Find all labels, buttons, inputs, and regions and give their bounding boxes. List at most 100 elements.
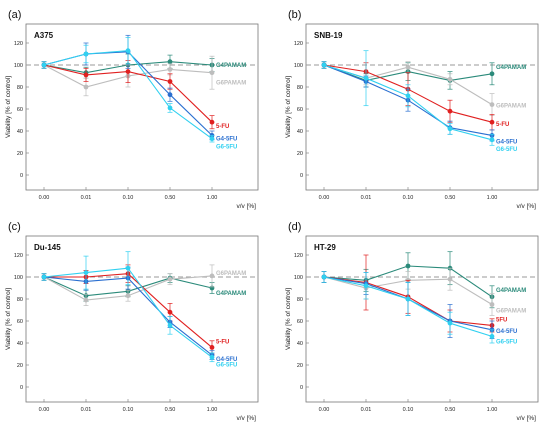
data-point [125, 293, 131, 299]
data-point [209, 119, 215, 125]
data-point [167, 92, 173, 98]
y-axis-label: Viability [% of control] [285, 76, 292, 138]
y-tick-label: 60 [297, 319, 303, 325]
series-label: G4-5FU [216, 357, 237, 363]
data-point [447, 126, 453, 132]
panel-letter: (c) [8, 221, 21, 233]
data-point [167, 105, 173, 111]
series-label: G6PAMAM [216, 271, 246, 277]
series-label: G6PAMAM [496, 309, 526, 315]
y-tick-label: 60 [17, 319, 23, 325]
x-tick-label: 0.00 [39, 195, 50, 201]
series-g6-5fu: G6-5FU [41, 251, 237, 368]
data-point [167, 79, 173, 84]
y-tick-label: 60 [297, 107, 303, 113]
plot-frame [305, 23, 539, 191]
data-point [321, 62, 327, 68]
data-point [363, 75, 369, 81]
data-point [83, 84, 89, 90]
series-g6-5fu: G6-5FU [41, 37, 237, 151]
panel-title: Du-145 [34, 243, 61, 252]
series-label: G6PAMAM [496, 104, 526, 110]
data-point [167, 276, 173, 282]
data-point [167, 323, 173, 328]
x-tick-label: 0.50 [165, 195, 176, 201]
series-label: G4PAMAM [216, 63, 246, 69]
x-tick-label: 0.50 [445, 407, 456, 413]
chart-panels: (a) A375 0 20 40 60 80 100 120 0.00 0.01 0.10 0.50 1.… [5, 9, 539, 422]
series-label: G6PAMAM [216, 81, 246, 87]
panel-a: (a) A375 0 20 40 60 80 100 120 0.00 0.01 0.10 0.50 1.… [5, 9, 259, 210]
y-tick-label: 100 [14, 63, 23, 69]
data-point [489, 102, 495, 107]
y-tick-label: 40 [17, 341, 23, 347]
y-tick-label: 0 [300, 173, 303, 179]
data-point [447, 320, 453, 326]
data-point [125, 69, 131, 74]
panel-letter: (a) [8, 9, 21, 21]
y-axis-label: Viability [% of control] [5, 288, 12, 350]
x-tick-label: 0.10 [403, 195, 414, 201]
data-point [167, 59, 173, 65]
y-tick-label: 20 [17, 151, 23, 157]
data-point [447, 276, 453, 282]
panel-title: HT-29 [314, 243, 336, 252]
series-g4-5fu: G4-5FU [41, 266, 237, 363]
data-point [447, 108, 453, 114]
series-label: G6-5FU [216, 362, 237, 368]
x-tick-label: 1.00 [487, 407, 498, 413]
data-point [209, 273, 215, 279]
data-point [41, 62, 47, 68]
x-tick-label: 1.00 [207, 195, 218, 201]
x-tick-label: 1.00 [207, 407, 218, 413]
y-tick-label: 40 [297, 129, 303, 135]
data-point [167, 67, 173, 72]
series-g4pamam: G4PAMAM [41, 273, 246, 302]
x-tick-label: 0.00 [319, 407, 330, 413]
data-point [125, 265, 131, 271]
x-axis-label: v/v [%] [516, 415, 536, 422]
x-tick-label: 0.10 [403, 407, 414, 413]
y-tick-label: 40 [297, 341, 303, 347]
x-tick-label: 0.01 [361, 407, 372, 413]
x-tick-label: 0.10 [123, 407, 134, 413]
panel-d: (d) HT-29 0 20 40 60 80 100 120 0.00 0.01 0.10 0.50 1… [285, 221, 539, 422]
data-point [209, 70, 215, 76]
data-point [489, 119, 495, 125]
y-tick-label: 120 [294, 253, 303, 259]
data-point [209, 345, 215, 350]
y-tick-label: 120 [294, 41, 303, 47]
y-axis-label: Viability [% of control] [285, 288, 292, 350]
series-label: G6-5FU [216, 145, 237, 151]
series-label: G4PAMAM [496, 288, 526, 294]
data-point [405, 263, 411, 269]
y-tick-label: 80 [297, 297, 303, 303]
y-tick-label: 20 [17, 363, 23, 369]
series-label: G6-5FU [496, 147, 517, 153]
y-tick-label: 100 [14, 275, 23, 281]
x-tick-label: 0.01 [361, 195, 372, 201]
y-tick-label: 100 [294, 275, 303, 281]
data-point [321, 274, 327, 280]
y-tick-label: 100 [294, 63, 303, 69]
data-point [447, 76, 453, 82]
data-point [209, 136, 215, 142]
data-point [405, 93, 411, 99]
y-tick-label: 120 [14, 41, 23, 47]
series-label: G6-5FU [496, 339, 517, 345]
x-tick-label: 0.00 [319, 195, 330, 201]
y-axis-label: Viability [% of control] [5, 76, 12, 138]
series-label: G4PAMAM [496, 65, 526, 71]
y-tick-label: 0 [20, 385, 23, 391]
series-label: 5-FU [216, 124, 229, 130]
x-axis-label: v/v [%] [236, 203, 256, 210]
x-axis-label: v/v [%] [236, 415, 256, 422]
panel-title: SNB-19 [314, 31, 343, 40]
panel-b: (b) SNB-19 0 20 40 60 80 100 120 0.00 0.01 0.10 0.50… [285, 9, 539, 210]
panel-letter: (d) [288, 221, 301, 233]
data-point [83, 72, 89, 78]
series-label: G4-5FU [496, 329, 517, 335]
x-tick-label: 0.01 [81, 407, 92, 413]
y-tick-label: 20 [297, 151, 303, 157]
